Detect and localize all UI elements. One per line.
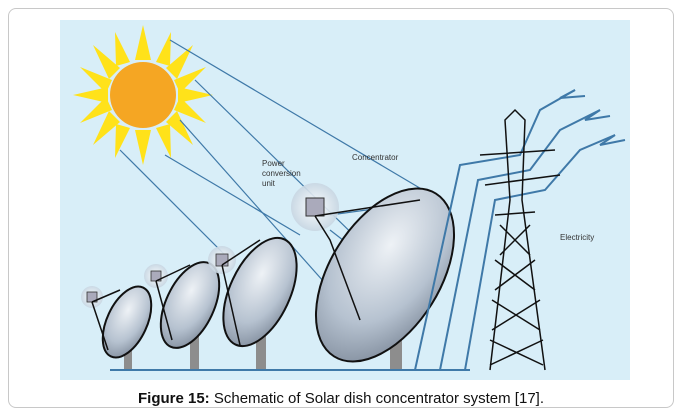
figure: Powerconversionunit Concentrator Electri… — [0, 0, 683, 417]
sun — [73, 25, 213, 165]
label: Electricity — [560, 233, 594, 242]
page: Powerconversionunit Concentrator Electri… — [0, 0, 683, 417]
caption: Figure 15: Schematic of Solar dish conce… — [138, 390, 544, 407]
label: Concentrator — [352, 153, 399, 162]
